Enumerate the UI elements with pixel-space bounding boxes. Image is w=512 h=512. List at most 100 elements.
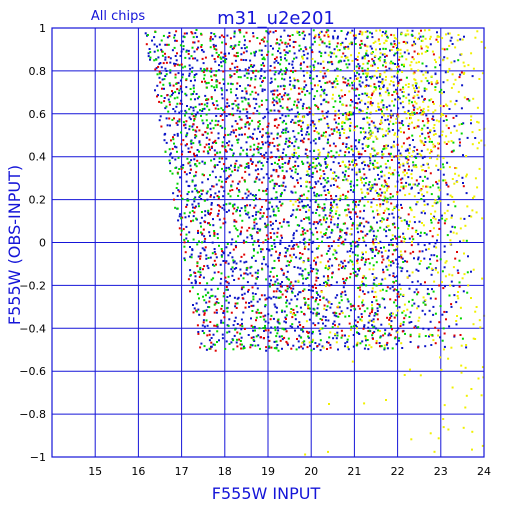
point-blue-1593 (280, 285, 283, 288)
point-blue-939 (265, 173, 268, 176)
point-red-204 (344, 94, 346, 96)
point-red-531 (389, 193, 392, 195)
point-yellow-78 (406, 49, 409, 52)
point-green-919 (289, 282, 292, 285)
point-red-933 (375, 342, 378, 345)
point-blue-1272 (344, 232, 347, 234)
point-yellow-105 (442, 59, 445, 62)
point-blue-308 (161, 78, 164, 81)
point-red-302 (277, 124, 280, 127)
point-blue-171 (381, 53, 384, 56)
point-red-202 (283, 94, 286, 97)
point-blue-1438 (302, 260, 305, 263)
point-blue-1719 (296, 311, 299, 314)
point-blue-1203 (282, 220, 285, 223)
point-green-74 (156, 49, 159, 52)
point-green-151 (346, 66, 349, 69)
point-blue-860 (287, 161, 290, 164)
point-green-445 (278, 143, 281, 146)
point-red-947 (326, 348, 328, 350)
point-green-1057 (417, 326, 420, 329)
point-green-125 (178, 64, 181, 67)
point-red-406 (387, 152, 390, 155)
point-green-188 (309, 74, 312, 77)
point-green-100 (284, 54, 287, 56)
point-blue-533 (221, 113, 223, 116)
point-blue-1819 (422, 327, 425, 330)
point-green-361 (214, 119, 217, 122)
point-green-299 (203, 103, 206, 106)
point-blue-193 (291, 60, 294, 63)
point-green-51 (350, 41, 353, 44)
point-green-887 (256, 272, 259, 275)
point-red-105 (165, 61, 168, 64)
point-yellow-575 (455, 232, 458, 235)
point-yellow-298 (306, 124, 309, 127)
point-red-129 (236, 69, 239, 72)
point-blue-489 (301, 105, 304, 108)
point-blue-538 (281, 114, 284, 117)
point-green-167 (257, 70, 260, 73)
point-red-789 (275, 290, 278, 293)
point-blue-1572 (302, 282, 305, 285)
point-green-805 (465, 239, 468, 242)
point-red-602 (313, 221, 316, 224)
point-blue-593 (326, 122, 329, 125)
point-red-651 (342, 240, 345, 243)
point-blue-307 (471, 75, 474, 78)
point-blue-1441 (340, 260, 343, 263)
point-blue-1298 (373, 234, 375, 237)
point-green-160 (201, 69, 204, 72)
point-blue-319 (293, 79, 296, 82)
point-blue-181 (188, 57, 191, 60)
point-blue-99 (197, 46, 200, 49)
point-green-937 (207, 291, 210, 294)
point-blue-588 (209, 122, 212, 125)
point-yellow-399 (397, 155, 400, 158)
point-blue-1294 (339, 235, 342, 238)
point-red-528 (330, 194, 332, 197)
point-red-408 (450, 150, 453, 153)
point-blue-165 (329, 55, 332, 58)
point-blue-243 (251, 66, 254, 68)
point-yellow-572 (319, 231, 322, 234)
point-blue-1473 (207, 267, 210, 270)
point-green-214 (205, 82, 208, 84)
point-blue-481 (192, 106, 195, 109)
point-blue-134 (279, 52, 282, 55)
point-green-1025 (395, 314, 398, 317)
point-green-1043 (252, 326, 254, 329)
point-red-492 (297, 181, 299, 184)
point-red-75 (220, 51, 223, 54)
point-yellow-456 (465, 175, 468, 178)
point-yellow-635 (361, 280, 364, 283)
point-blue-270 (363, 69, 366, 72)
point-red-359 (406, 137, 409, 140)
point-blue-922 (333, 171, 336, 174)
point-red-79 (311, 51, 314, 54)
point-yellow-495 (306, 196, 309, 199)
point-green-1005 (251, 310, 254, 312)
point-red-645 (431, 235, 434, 238)
point-green-155 (403, 65, 405, 68)
point-blue-581 (442, 119, 445, 122)
point-green-553 (344, 170, 347, 173)
point-red-845 (230, 311, 233, 314)
point-red-307 (398, 121, 401, 124)
point-blue-789 (404, 149, 407, 152)
point-blue-1072 (422, 195, 425, 197)
point-green-128 (279, 63, 282, 66)
point-green-724 (382, 218, 385, 221)
point-blue-1603 (426, 288, 429, 291)
point-yellow-360 (385, 144, 388, 147)
point-green-480 (239, 153, 242, 156)
point-red-744 (198, 276, 201, 278)
point-red-826 (376, 303, 379, 305)
point-blue-468 (320, 103, 323, 106)
point-blue-778 (293, 151, 296, 154)
point-blue-1159 (363, 209, 365, 212)
point-yellow-576 (349, 233, 352, 236)
point-blue-535 (228, 113, 231, 116)
point-red-12 (325, 31, 328, 34)
point-blue-1315 (303, 237, 306, 240)
